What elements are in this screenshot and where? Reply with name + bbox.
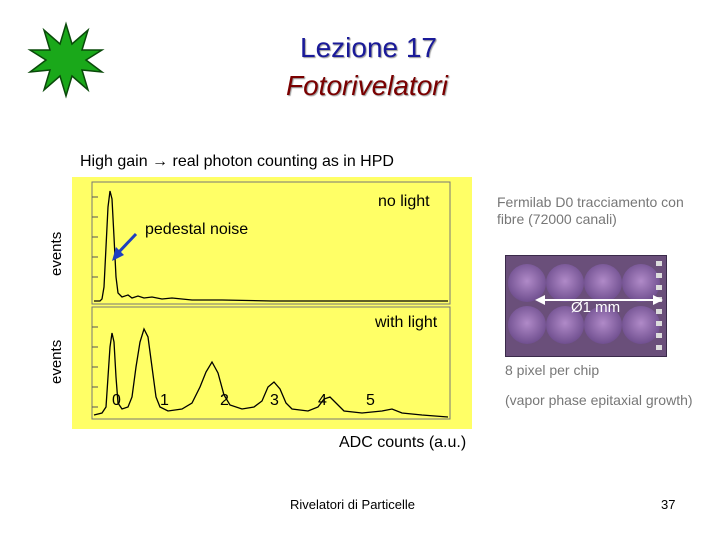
ylabel-bottom: events (48, 339, 65, 384)
label-pedestal-noise: pedestal noise (145, 221, 248, 238)
peak-label-3: 3 (270, 392, 279, 409)
slide-subtitle-title: Fotorivelatori (286, 70, 448, 101)
page-number: 37 (661, 497, 676, 512)
pixel-circles (508, 264, 660, 344)
peak-label-0: 0 (112, 392, 121, 409)
peak-label-5: 5 (366, 392, 375, 409)
ylabel-top: events (48, 231, 65, 276)
peak-label-2: 2 (220, 392, 229, 409)
diameter-arrow-icon (535, 295, 663, 305)
fermilab-caption: Fermilab D0 tracciamento con fibre (7200… (497, 194, 684, 227)
xlabel: ADC counts (a.u.) (339, 434, 467, 451)
starburst-icon (27, 21, 105, 99)
peak-label-1: 1 (160, 392, 169, 409)
tick-marks (92, 196, 98, 408)
bottom-plot-frame (91, 306, 451, 420)
diameter-label: Ø1 mm (571, 299, 620, 316)
process-label: (vapor phase epitaxial growth) (505, 392, 693, 408)
pixel-count-label: 8 pixel per chip (505, 362, 600, 378)
starburst-logo (27, 21, 105, 99)
slide-title: Lezione 17 (300, 32, 438, 63)
label-no-light: no light (378, 193, 430, 210)
plot-background (72, 177, 472, 429)
label-with-light: with light (374, 314, 438, 331)
peak-label-4: 4 (318, 392, 327, 409)
no-light-trace (94, 190, 448, 302)
footer-text: Rivelatori di Particelle (290, 497, 415, 512)
chip-photo: Ø1 mm (505, 255, 667, 357)
adc-spectrum-plot: no light pedestal noise with light 0 1 2… (72, 177, 472, 429)
slide-heading: High gain → real photon counting as in H… (80, 153, 394, 170)
top-plot-frame (91, 181, 451, 305)
pedestal-arrow-icon (112, 232, 138, 261)
with-light-trace (93, 327, 449, 418)
